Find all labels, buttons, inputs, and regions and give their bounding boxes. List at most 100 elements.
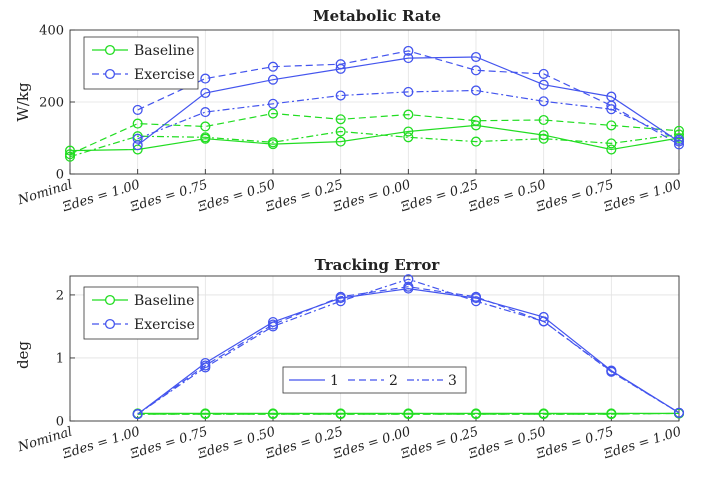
data-point bbox=[267, 321, 279, 332]
legend-marker bbox=[104, 294, 116, 306]
series-baseline-2 bbox=[64, 108, 685, 160]
data-point bbox=[538, 316, 549, 327]
data-point bbox=[403, 132, 414, 143]
data-point bbox=[200, 107, 211, 118]
data-point bbox=[132, 140, 143, 151]
data-point bbox=[403, 409, 414, 420]
plot-frame bbox=[69, 275, 680, 422]
data-point bbox=[403, 45, 414, 56]
data-point bbox=[64, 145, 76, 156]
data-point bbox=[335, 90, 346, 101]
data-point bbox=[470, 85, 482, 96]
series-baseline-3 bbox=[64, 126, 685, 162]
legend-marker bbox=[104, 44, 116, 56]
data-point bbox=[335, 126, 346, 137]
y-tick-label: 0 bbox=[56, 168, 64, 183]
x-tick-label: Ξdes = 0.50 bbox=[466, 424, 548, 462]
data-point bbox=[200, 87, 211, 99]
legend-marker bbox=[104, 318, 116, 330]
style-legend-label: 1 bbox=[330, 373, 339, 389]
legend-entry: Baseline bbox=[134, 293, 194, 309]
series-baseline-3 bbox=[132, 408, 685, 420]
data-point bbox=[267, 74, 279, 85]
series-line bbox=[69, 124, 680, 152]
data-point bbox=[538, 79, 549, 90]
series-exercise-2 bbox=[132, 45, 685, 150]
data-point bbox=[403, 109, 414, 120]
x-tick-label: Ξdes = 0.25 bbox=[263, 424, 345, 462]
data-point bbox=[538, 130, 549, 141]
x-tick-label: Ξdes = 0.75 bbox=[534, 424, 616, 462]
data-point bbox=[267, 137, 279, 148]
data-point bbox=[606, 104, 617, 115]
data-point bbox=[132, 133, 143, 144]
data-point bbox=[470, 120, 482, 131]
x-tick-label: Ξdes = 0.75 bbox=[128, 424, 210, 462]
series-line bbox=[137, 89, 680, 141]
x-tick-label: Ξdes = 1.00 bbox=[601, 424, 683, 462]
data-point bbox=[132, 118, 143, 129]
data-point bbox=[267, 409, 279, 420]
x-tick-label: Ξdes = 0.25 bbox=[398, 177, 480, 215]
data-point bbox=[200, 362, 211, 373]
style-legend: 1 2 3 bbox=[282, 366, 467, 394]
data-point bbox=[538, 409, 549, 420]
data-point bbox=[538, 114, 549, 126]
data-point bbox=[267, 108, 279, 119]
data-point bbox=[606, 144, 617, 155]
data-point bbox=[538, 96, 549, 107]
data-point bbox=[335, 296, 346, 307]
legend: Baseline Exercise bbox=[83, 36, 199, 90]
data-point bbox=[470, 296, 482, 307]
data-point bbox=[470, 51, 482, 63]
x-tick-label: Ξdes = 0.75 bbox=[534, 177, 616, 215]
data-point bbox=[335, 291, 346, 302]
y-tick-label: 2 bbox=[56, 288, 64, 303]
data-point bbox=[606, 138, 617, 149]
series-line bbox=[137, 287, 680, 415]
data-point bbox=[606, 366, 617, 377]
x-tick-label: Ξdes = 0.75 bbox=[128, 177, 210, 215]
data-point bbox=[470, 136, 482, 147]
series-line bbox=[137, 50, 680, 146]
data-point bbox=[335, 59, 346, 70]
x-tick-label: Ξdes = 0.00 bbox=[331, 177, 413, 215]
style-legend-label: 2 bbox=[389, 373, 398, 389]
x-tick-label: Ξdes = 1.00 bbox=[60, 177, 142, 215]
data-point bbox=[335, 136, 346, 147]
series-exercise-3 bbox=[132, 274, 685, 420]
data-point bbox=[335, 409, 346, 420]
data-point bbox=[132, 104, 143, 115]
data-point bbox=[64, 149, 76, 160]
data-point bbox=[200, 409, 211, 420]
series-line bbox=[137, 286, 680, 415]
x-tick-label: Ξdes = 0.50 bbox=[195, 177, 277, 215]
data-point bbox=[538, 68, 549, 79]
series-exercise-3 bbox=[132, 85, 685, 145]
chart1-ylabel: W/kg bbox=[14, 82, 32, 122]
y-tick-label: 200 bbox=[39, 96, 64, 111]
data-point bbox=[673, 407, 685, 418]
data-point bbox=[267, 61, 279, 72]
legend: Baseline Exercise bbox=[83, 286, 199, 340]
data-point bbox=[470, 115, 482, 126]
data-point bbox=[200, 73, 211, 84]
y-tick-label: 1 bbox=[56, 351, 64, 366]
style-legend-label: 3 bbox=[448, 373, 457, 389]
series-line bbox=[69, 130, 680, 158]
data-point bbox=[403, 281, 414, 292]
chart2-title: Tracking Error bbox=[315, 256, 441, 274]
data-point bbox=[403, 53, 414, 64]
x-tick-label: Ξdes = 1.00 bbox=[601, 177, 683, 215]
data-point bbox=[335, 114, 346, 125]
data-point bbox=[673, 134, 685, 145]
x-tick-label: Ξdes = 0.50 bbox=[195, 424, 277, 462]
x-tick-label: Ξdes = 0.00 bbox=[331, 424, 413, 462]
series-line bbox=[69, 112, 680, 155]
legend-box bbox=[83, 286, 199, 340]
data-point bbox=[403, 126, 414, 137]
data-point bbox=[200, 132, 211, 143]
